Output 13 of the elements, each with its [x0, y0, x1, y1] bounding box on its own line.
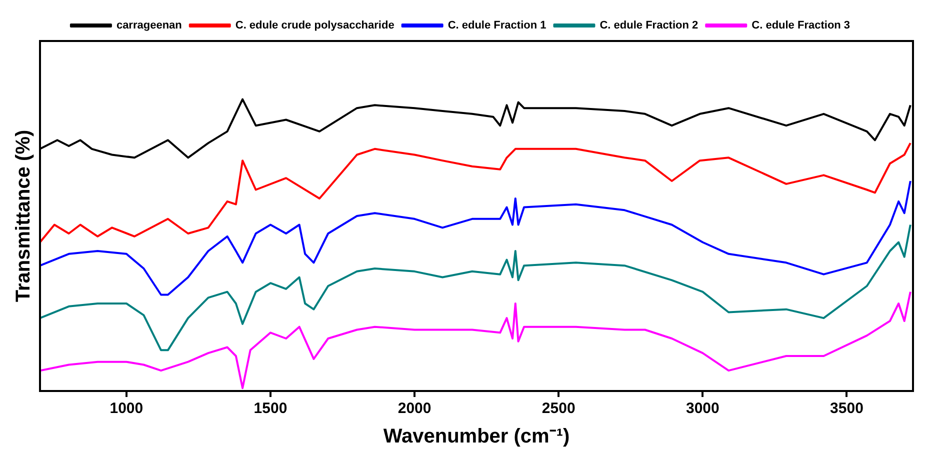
x-tick-label: 2000 — [398, 400, 432, 418]
y-axis-title: Transmittance (%) — [12, 130, 35, 302]
x-tick-label: 3500 — [830, 400, 864, 418]
legend-label: C. edule Fraction 2 — [600, 20, 698, 32]
x-tick-label: 1500 — [254, 400, 288, 418]
legend-label: carrageenan — [116, 20, 182, 32]
legend-label: C. edule Fraction 3 — [752, 20, 850, 32]
x-tick-label: 3000 — [686, 400, 720, 418]
legend-label: C. edule Fraction 1 — [448, 20, 546, 32]
x-tick-label: 1000 — [110, 400, 144, 418]
legend-label: C. edule crude polysaccharide — [235, 20, 394, 32]
x-axis-title: Wavenumber (cm⁻¹) — [383, 426, 570, 448]
x-tick-label: 2500 — [542, 400, 576, 418]
